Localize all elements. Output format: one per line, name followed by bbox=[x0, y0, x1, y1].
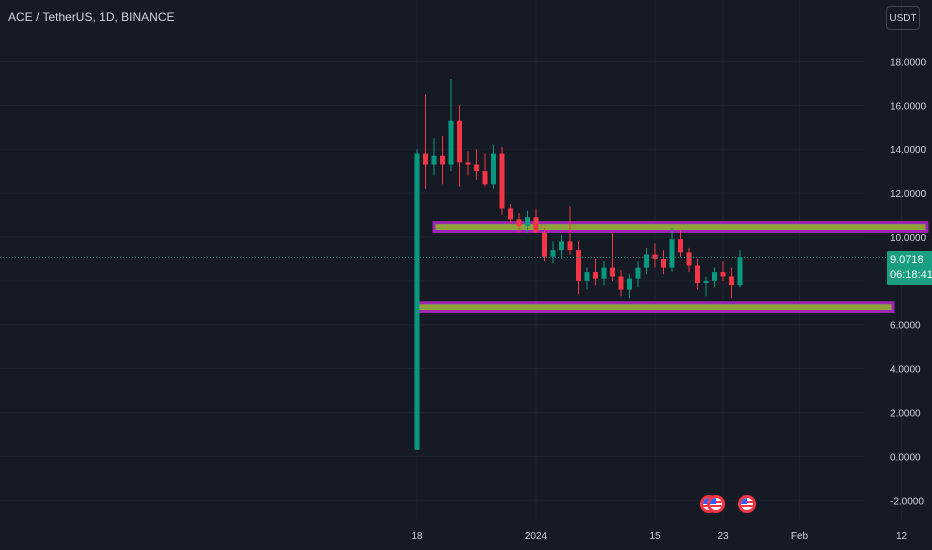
candle-body bbox=[448, 120, 454, 165]
candle-body bbox=[601, 267, 607, 279]
candle-body bbox=[457, 120, 462, 163]
candle-body bbox=[567, 241, 573, 251]
last-price-label: 9.0718 06:18:41 bbox=[887, 251, 932, 285]
symbol-title[interactable]: ACE / TetherUS, 1D, BINANCE bbox=[8, 10, 175, 24]
time-tick-label: Feb bbox=[791, 531, 809, 542]
candle-body bbox=[508, 208, 513, 220]
candle-body bbox=[550, 250, 556, 257]
candle-body bbox=[465, 162, 471, 165]
price-tick-label: 6.0000 bbox=[890, 321, 921, 332]
candle-body bbox=[618, 276, 624, 290]
time-tick-label: 15 bbox=[649, 531, 661, 542]
candle-body bbox=[516, 219, 522, 226]
candle-body bbox=[661, 258, 666, 268]
price-tick-label: -2.0000 bbox=[890, 496, 924, 507]
candle-body bbox=[440, 155, 445, 165]
candle-body bbox=[576, 250, 581, 281]
candle-body bbox=[737, 257, 743, 286]
candle-body bbox=[593, 272, 598, 279]
price-tick-label: 10.0000 bbox=[890, 233, 927, 244]
last-price-value: 9.0718 bbox=[890, 254, 924, 266]
candle-body bbox=[610, 267, 615, 277]
us-flag-icon[interactable] bbox=[707, 495, 725, 513]
candle-body bbox=[491, 153, 496, 185]
candle-body bbox=[533, 217, 539, 233]
candle-body bbox=[695, 265, 700, 284]
candle-body bbox=[678, 239, 683, 253]
candle-body bbox=[720, 272, 726, 277]
price-tick-label: 4.0000 bbox=[890, 365, 921, 376]
candle-body bbox=[652, 254, 658, 259]
time-tick-label: 12 bbox=[896, 531, 908, 542]
time-tick-label: 2024 bbox=[525, 531, 548, 542]
zone-rectangle bbox=[415, 301, 895, 314]
price-tick-label: 16.0000 bbox=[890, 101, 927, 112]
price-tick-label: 2.0000 bbox=[890, 408, 921, 419]
us-flag-icon[interactable] bbox=[738, 495, 756, 513]
candle-body bbox=[584, 272, 590, 281]
candle-body bbox=[703, 280, 709, 284]
price-tick-label: 12.0000 bbox=[890, 189, 927, 200]
time-axis: 18 2024 15 23 Feb 12 bbox=[411, 531, 907, 542]
candles bbox=[414, 78, 743, 450]
candle-body bbox=[635, 267, 641, 279]
candle-body bbox=[474, 164, 479, 172]
zone-rectangle bbox=[432, 221, 929, 233]
candle-body bbox=[729, 276, 734, 286]
bar-countdown: 06:18:41 bbox=[890, 269, 932, 281]
candle-body bbox=[644, 254, 649, 268]
candle-body bbox=[559, 241, 564, 251]
candle-body bbox=[431, 155, 437, 165]
candle-body bbox=[669, 239, 675, 268]
candle-body bbox=[525, 217, 530, 226]
time-tick-label: 23 bbox=[717, 531, 729, 542]
candle-body bbox=[423, 153, 428, 165]
chart-grid bbox=[0, 0, 902, 520]
time-tick-label: 18 bbox=[411, 531, 423, 542]
price-tick-label: 18.0000 bbox=[890, 57, 927, 68]
candle-body bbox=[712, 272, 717, 281]
candle-body bbox=[482, 171, 488, 185]
candle-body bbox=[414, 153, 420, 450]
candle-body bbox=[499, 153, 505, 209]
price-tick-label: 14.0000 bbox=[890, 145, 927, 156]
candle-body bbox=[542, 232, 547, 257]
currency-button[interactable]: USDT bbox=[886, 6, 920, 30]
candle-body bbox=[627, 278, 632, 290]
candle-body bbox=[686, 252, 692, 266]
price-tick-label: 0.0000 bbox=[890, 452, 921, 463]
